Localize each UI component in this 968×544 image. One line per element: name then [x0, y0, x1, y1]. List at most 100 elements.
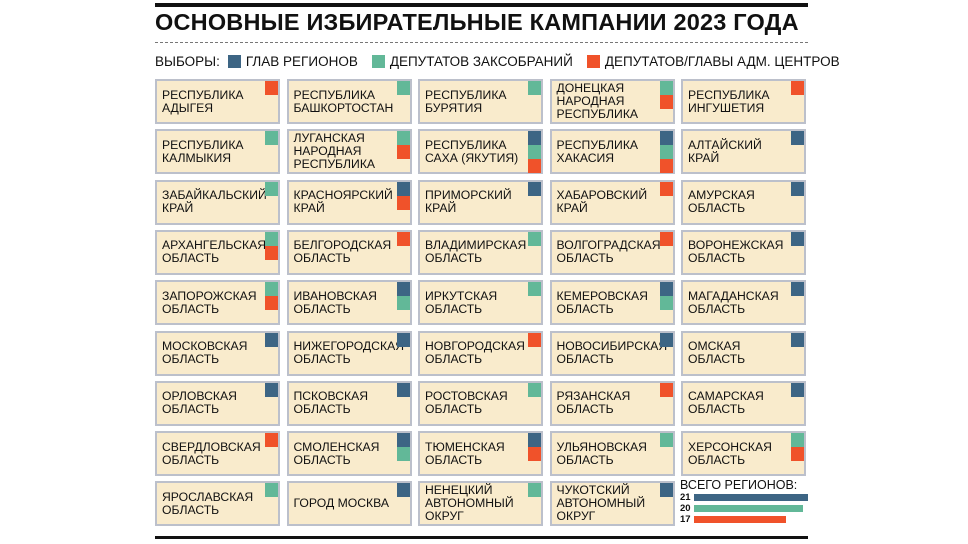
totals-block: ВСЕГО РЕГИОНОВ: 21 20 17	[680, 478, 810, 525]
total-value: 20	[680, 503, 691, 514]
election-marker-o	[265, 81, 278, 95]
region-name: КЕМЕРОВСКАЯ ОБЛАСТЬ	[556, 288, 648, 316]
region-cell: РЯЗАНСКАЯ ОБЛАСТЬ	[549, 380, 675, 426]
election-marker-g	[396, 296, 410, 311]
region-name: ОМСКАЯ ОБЛАСТЬ	[688, 339, 746, 366]
region-name: НОВГОРОДСКАЯ ОБЛАСТЬ	[425, 339, 525, 366]
legend-label: ГЛАВ РЕГИОНОВ	[245, 53, 358, 69]
election-marker-g	[528, 282, 541, 297]
election-markers	[791, 131, 804, 146]
election-markers	[659, 382, 673, 397]
region-name: РЕСПУБЛИКА БУРЯТИЯ	[425, 87, 507, 115]
legend-swatch	[227, 54, 241, 68]
election-markers	[528, 81, 541, 95]
election-markers	[396, 332, 410, 347]
region-cell: РОСТОВСКАЯ ОБЛАСТЬ	[418, 380, 543, 426]
election-markers	[791, 181, 804, 196]
region-name: АМУРСКАЯ ОБЛАСТЬ	[688, 188, 755, 216]
region-name: ВОРОНЕЖСКАЯ ОБЛАСТЬ	[688, 238, 784, 266]
region-cell: НИЖЕГОРОДСКАЯ ОБЛАСТЬ	[286, 330, 412, 376]
election-markers	[791, 282, 804, 297]
region-name: ИВАНОВСКАЯ ОБЛАСТЬ	[293, 288, 377, 316]
top-rule	[155, 3, 808, 7]
election-markers	[659, 181, 673, 196]
region-cell: РЕСПУБЛИКА ХАКАСИЯ	[549, 129, 675, 175]
election-marker-b	[659, 332, 673, 347]
region-cell: НОВГОРОДСКАЯ ОБЛАСТЬ	[418, 330, 543, 376]
total-bar	[694, 516, 787, 523]
region-cell: АРХАНГЕЛЬСКАЯ ОБЛАСТЬ	[155, 229, 280, 275]
election-marker-b	[659, 131, 673, 146]
election-markers	[659, 433, 673, 448]
election-marker-o	[528, 447, 541, 462]
election-marker-b	[659, 483, 673, 498]
region-name: ИРКУТСКАЯ ОБЛАСТЬ	[425, 288, 498, 316]
election-markers	[659, 282, 673, 311]
election-marker-o	[528, 159, 541, 174]
election-marker-b	[396, 332, 410, 347]
region-cell: КРАСНОЯРСКИЙ КРАЙ	[286, 179, 412, 225]
election-markers	[791, 81, 804, 95]
election-markers	[528, 181, 541, 196]
region-name: РЕСПУБЛИКА БАШКОРТОСТАН	[293, 87, 394, 115]
region-name: ВОЛГОГРАДСКАЯ ОБЛАСТЬ	[556, 238, 661, 266]
region-cell: НОВОСИБИРСКАЯ ОБЛАСТЬ	[549, 330, 675, 376]
total-row: 17	[680, 514, 810, 525]
region-name: СВЕРДЛОВСКАЯ ОБЛАСТЬ	[162, 439, 261, 467]
election-marker-b	[396, 282, 410, 297]
election-marker-o	[791, 447, 804, 462]
region-cell: ЗАПОРОЖСКАЯ ОБЛАСТЬ	[155, 280, 280, 326]
election-marker-g	[396, 131, 410, 146]
election-markers	[396, 131, 410, 160]
election-markers	[528, 231, 541, 246]
election-markers	[265, 231, 278, 260]
election-marker-o	[528, 332, 541, 347]
election-markers	[396, 433, 410, 462]
election-markers	[265, 332, 278, 347]
election-marker-o	[396, 145, 410, 160]
region-name: ДОНЕЦКАЯ НАРОДНАЯ РЕСПУБЛИКА	[556, 81, 639, 121]
election-marker-b	[396, 181, 410, 196]
region-name: САМАРСКАЯ ОБЛАСТЬ	[688, 389, 764, 417]
election-markers	[791, 231, 804, 246]
election-marker-g	[396, 81, 410, 95]
region-cell: БЕЛГОРОДСКАЯ ОБЛАСТЬ	[286, 229, 412, 275]
election-marker-g	[396, 447, 410, 462]
region-cell: ДОНЕЦКАЯ НАРОДНАЯ РЕСПУБЛИКА	[549, 79, 675, 124]
region-cell: ХАБАРОВСКИЙ КРАЙ	[549, 179, 675, 225]
election-marker-o	[265, 245, 278, 260]
region-name: РЯЗАНСКАЯ ОБЛАСТЬ	[556, 389, 631, 417]
region-name: БЕЛГОРОДСКАЯ ОБЛАСТЬ	[293, 238, 392, 266]
region-name: ОРЛОВСКАЯ ОБЛАСТЬ	[162, 389, 237, 417]
election-markers	[396, 282, 410, 311]
election-marker-g	[265, 131, 278, 146]
region-name: ПСКОВСКАЯ ОБЛАСТЬ	[293, 389, 369, 417]
region-cell: ГОРОД МОСКВА	[286, 481, 412, 527]
election-marker-g	[659, 296, 673, 311]
election-markers	[265, 181, 278, 196]
election-marker-o	[659, 95, 673, 109]
total-bar	[694, 505, 803, 512]
election-marker-g	[791, 433, 804, 448]
region-name: МОСКОВСКАЯ ОБЛАСТЬ	[162, 339, 248, 366]
region-cell: ПСКОВСКАЯ ОБЛАСТЬ	[286, 380, 412, 426]
election-markers	[265, 131, 278, 146]
region-cell: ЗАБАЙКАЛЬСКИЙ КРАЙ	[155, 179, 280, 225]
election-markers	[265, 433, 278, 448]
bottom-rule	[155, 536, 808, 539]
election-marker-b	[396, 433, 410, 448]
region-cell: РЕСПУБЛИКА ИНГУШЕТИЯ	[681, 79, 806, 124]
election-marker-g	[528, 483, 541, 498]
election-markers	[265, 81, 278, 95]
region-name: НИЖЕГОРОДСКАЯ ОБЛАСТЬ	[293, 339, 405, 366]
region-cell: ИРКУТСКАЯ ОБЛАСТЬ	[418, 280, 543, 326]
total-value: 17	[680, 514, 691, 525]
region-cell: МАГАДАНСКАЯ ОБЛАСТЬ	[681, 280, 806, 326]
region-name: ПРИМОРСКИЙ КРАЙ	[425, 188, 512, 216]
total-bar	[694, 494, 808, 501]
election-marker-b	[265, 332, 278, 347]
region-cell: САМАРСКАЯ ОБЛАСТЬ	[681, 380, 806, 426]
region-cell: ХЕРСОНСКАЯ ОБЛАСТЬ	[681, 431, 806, 477]
election-markers	[791, 382, 804, 397]
region-cell: ВОЛГОГРАДСКАЯ ОБЛАСТЬ	[549, 229, 675, 275]
